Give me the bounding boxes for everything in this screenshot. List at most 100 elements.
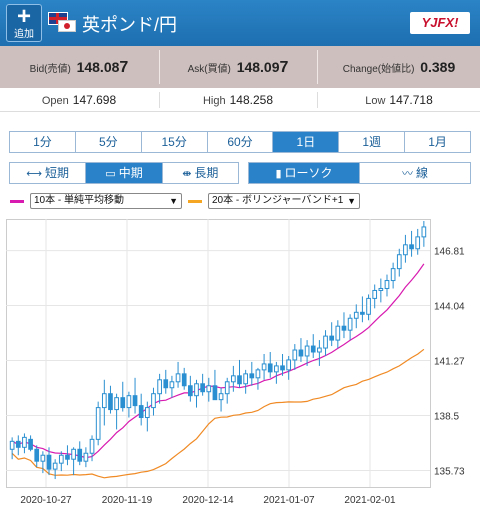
y-tick-label: 146.81 bbox=[434, 247, 465, 258]
candle-body bbox=[403, 244, 408, 256]
candlestick-icon: ▮ bbox=[275, 168, 282, 180]
tab-15min[interactable]: 15分 bbox=[141, 132, 208, 152]
candle-body bbox=[9, 440, 15, 450]
candle-body bbox=[360, 311, 365, 315]
candle-body bbox=[224, 381, 230, 395]
candle-body bbox=[15, 440, 21, 448]
candle-body bbox=[421, 226, 427, 238]
bid-quote: Bid(売値) 148.087 bbox=[0, 46, 158, 88]
ask-quote: Ask(買値) 148.097 bbox=[160, 46, 316, 88]
candle-body bbox=[378, 287, 384, 291]
candle-body bbox=[323, 335, 328, 349]
candle-body bbox=[298, 349, 304, 357]
candle-body bbox=[101, 393, 107, 409]
tab-60min[interactable]: 60分 bbox=[207, 132, 274, 152]
y-tick-label: 135.73 bbox=[434, 467, 465, 478]
candle-body bbox=[372, 289, 378, 299]
tab-5min[interactable]: 5分 bbox=[75, 132, 142, 152]
candle-body bbox=[175, 373, 181, 383]
price-chart[interactable]: 146.81 144.04 141.27 138.5 135.73 2020-10-27 2… bbox=[6, 215, 480, 511]
stats-bar: Open 147.698 High 148.258 Low 147.718 bbox=[0, 88, 480, 112]
bollinger-indicator: 20本 - ボリンジャーバンド+1 ▼ bbox=[188, 193, 360, 209]
candle-body bbox=[120, 397, 126, 409]
line-chart-icon: 〰 bbox=[401, 168, 413, 180]
candle-body bbox=[286, 359, 292, 371]
candle-body bbox=[144, 407, 150, 419]
candle-body bbox=[366, 297, 371, 315]
bollinger-legend-swatch bbox=[188, 200, 202, 203]
candle-body bbox=[292, 349, 298, 361]
tab-candlestick[interactable]: ▮ ローソク bbox=[249, 163, 360, 183]
candle-body bbox=[169, 381, 175, 389]
y-tick-label: 138.5 bbox=[434, 412, 459, 423]
tab-long-range[interactable]: ⇼ 長期 bbox=[162, 163, 238, 183]
tab-1month[interactable]: 1月 bbox=[405, 132, 471, 152]
y-tick-label: 144.04 bbox=[434, 302, 465, 313]
candle-body bbox=[114, 397, 119, 411]
candle-body bbox=[237, 375, 242, 385]
candle-body bbox=[28, 438, 33, 450]
candle-body bbox=[218, 393, 224, 401]
candle-body bbox=[52, 462, 58, 470]
candle-body bbox=[396, 254, 402, 270]
candle-body bbox=[274, 365, 279, 373]
candle-body bbox=[329, 335, 335, 341]
candle-body bbox=[65, 454, 70, 460]
chevron-down-icon: ▼ bbox=[347, 196, 356, 206]
bollinger-select[interactable]: 20本 - ボリンジャーバンド+1 ▼ bbox=[208, 193, 360, 209]
open-label: Open bbox=[41, 95, 69, 107]
y-tick-label: 141.27 bbox=[434, 357, 465, 368]
candle-body bbox=[267, 363, 273, 373]
x-tick-label: 2020-11-19 bbox=[102, 495, 153, 506]
sma-select[interactable]: 10本 - 単純平均移動 ▼ bbox=[30, 193, 182, 209]
tab-short-range[interactable]: ⟷ 短期 bbox=[10, 163, 87, 183]
price-chart-svg[interactable]: 146.81 144.04 141.27 138.5 135.73 2020-10-27 2… bbox=[6, 215, 480, 511]
tab-line[interactable]: 〰線 bbox=[360, 163, 470, 183]
tab-1week[interactable]: 1週 bbox=[339, 132, 406, 152]
open-stat: Open 147.698 bbox=[0, 88, 158, 112]
app-header: + 追加 英ポンド/円 YJFX! bbox=[0, 0, 480, 46]
candle-body bbox=[200, 383, 205, 393]
high-stat: High 148.258 bbox=[160, 88, 316, 112]
tab-mid-range[interactable]: ▭ 中期 bbox=[86, 163, 163, 183]
low-stat: Low 147.718 bbox=[318, 88, 480, 112]
change-quote: Change(始値比) 0.389 bbox=[318, 46, 480, 88]
candle-body bbox=[409, 244, 414, 250]
candle-body bbox=[188, 385, 193, 397]
tab-1min[interactable]: 1分 bbox=[10, 132, 76, 152]
x-tick-label: 2020-12-14 bbox=[182, 495, 234, 506]
candle-body bbox=[231, 375, 236, 383]
candle-body bbox=[83, 452, 89, 462]
candle-body bbox=[71, 448, 76, 460]
x-tick-label: 2021-02-01 bbox=[344, 495, 396, 506]
low-label: Low bbox=[365, 95, 386, 107]
change-label: Change(始値比) bbox=[342, 64, 415, 75]
candle-body bbox=[157, 379, 162, 395]
candle-body bbox=[390, 268, 396, 282]
long-range-icon: ⇼ bbox=[182, 168, 192, 180]
candle-body bbox=[243, 373, 248, 385]
candle-body bbox=[95, 407, 101, 440]
sma-legend-swatch bbox=[10, 200, 24, 203]
candle-body bbox=[132, 395, 138, 407]
tab-1day[interactable]: 1日 bbox=[273, 132, 340, 152]
ask-value: 148.097 bbox=[236, 59, 289, 76]
quote-bar: Bid(売値) 148.087 Ask(買値) 148.097 Change(始… bbox=[0, 46, 480, 88]
candle-body bbox=[304, 345, 310, 357]
candle-body bbox=[261, 363, 267, 371]
candle-body bbox=[335, 325, 341, 341]
candle-body bbox=[415, 236, 421, 250]
currency-pair-title: 英ポンド/円 bbox=[82, 15, 178, 35]
candle-body bbox=[280, 365, 285, 371]
x-tick-label: 2021-01-07 bbox=[263, 495, 315, 506]
add-button[interactable]: + 追加 bbox=[6, 4, 42, 42]
candle-body bbox=[46, 454, 52, 470]
candle-body bbox=[212, 385, 218, 401]
short-range-icon: ⟷ bbox=[26, 168, 43, 180]
period-tabs: 1分 5分 15分 60分 1日 1週 1月 bbox=[9, 131, 471, 153]
candle-body bbox=[206, 385, 212, 393]
brand-logo: YJFX! bbox=[410, 12, 470, 34]
candle-body bbox=[163, 379, 169, 389]
candle-body bbox=[353, 311, 359, 319]
low-value: 147.718 bbox=[389, 93, 433, 107]
